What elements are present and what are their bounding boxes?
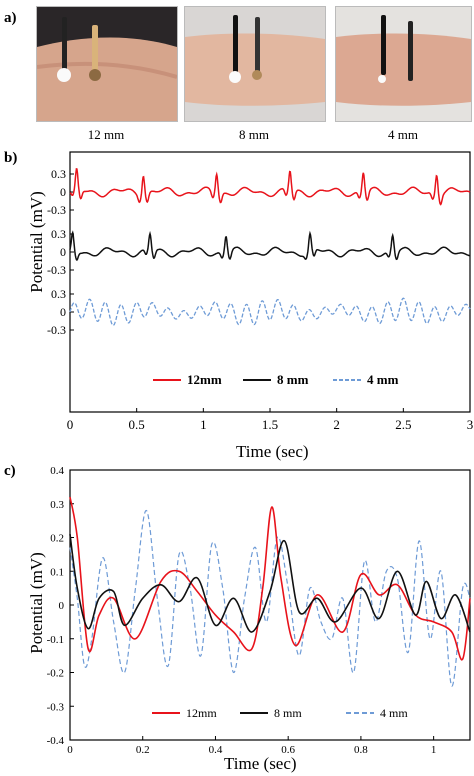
y-tick-label: 0 [60,305,66,319]
wrist-photo-8mm [185,7,325,121]
trace-4mm [69,297,471,327]
y-tick-label: -0.3 [47,263,66,277]
y-tick-label: 0.2 [50,533,64,545]
legend-label: 12mm [186,706,217,720]
trace-12mm [69,168,471,206]
x-tick-label: 0.6 [281,744,295,753]
x-tick-label: 1.5 [262,417,278,432]
legend-label: 8 mm [277,372,309,387]
y-tick-label: -0.2 [47,668,64,680]
caption-4mm: 4 mm [388,127,418,142]
trace-4mm [69,509,471,687]
x-tick-label: 0 [67,417,74,432]
y-tick-label: 0.3 [51,287,66,301]
y-tick-label: -0.4 [47,735,65,747]
legend-label: 4 mm [380,706,408,720]
x-tick-label: 0.4 [209,744,223,753]
trace-12mm [69,496,471,661]
x-tick-label: 0.2 [136,744,150,753]
photo-12mm [36,6,178,122]
x-tick-label: 2.5 [395,417,411,432]
panel-a-letter: a) [4,10,17,26]
wrist-photo-4mm [336,7,471,121]
y-tick-label: 0.4 [50,465,64,477]
y-tick-label: -0.1 [47,634,64,646]
y-tick-label: -0.3 [47,203,66,217]
photo-8mm [184,6,326,122]
caption-8mm: 8 mm [239,127,269,142]
y-tick-label: 0.3 [51,227,66,241]
y-tick-label: 0.3 [51,167,66,181]
x-tick-label: 1 [200,417,207,432]
panel-b-letter: b) [4,150,18,166]
y-tick-label: -0.3 [47,701,65,713]
legend-label: 12mm [187,372,222,387]
x-tick-label: 1 [431,744,437,753]
y-tick-label: 0.3 [50,499,64,511]
x-tick-label: 0.5 [129,417,145,432]
y-tick-label: 0 [60,245,66,259]
y-tick-label: -0.3 [47,323,66,337]
x-tick-label: 0.8 [354,744,368,753]
caption-12mm: 12 mm [87,127,125,142]
panel-b-chart: 0 0.5 1 1.5 2 2.5 3 0.3 0 -0.3 0.3 0 -0.3 0.3 0 -0.3 12m… [47,151,474,432]
panel-c-chart: 0 0.2 0.4 0.6 0.8 1 -0.4 -0.3 -0.2 -0.1 0 0.1 0.2 0.3… [47,465,471,753]
legend-label: 8 mm [274,706,302,720]
plot-frame [69,151,471,413]
y-tick-label: 0.1 [50,566,64,578]
legend-label: 4 mm [367,372,399,387]
trace-8mm [69,533,471,633]
x-tick-label: 2 [333,417,340,432]
y-tick-label: 0 [60,185,66,199]
panel-c-letter: c) [4,463,16,479]
trace-8mm [69,230,470,262]
x-tick-label: 3 [467,417,474,432]
x-tick-label: 0 [67,744,73,753]
panel-c-xlabel: Time (sec) [224,754,297,773]
photo-4mm [335,6,472,122]
y-tick-label: 0 [59,600,65,612]
wrist-photo-12mm [37,7,177,121]
panel-b-xlabel: Time (sec) [236,442,309,461]
